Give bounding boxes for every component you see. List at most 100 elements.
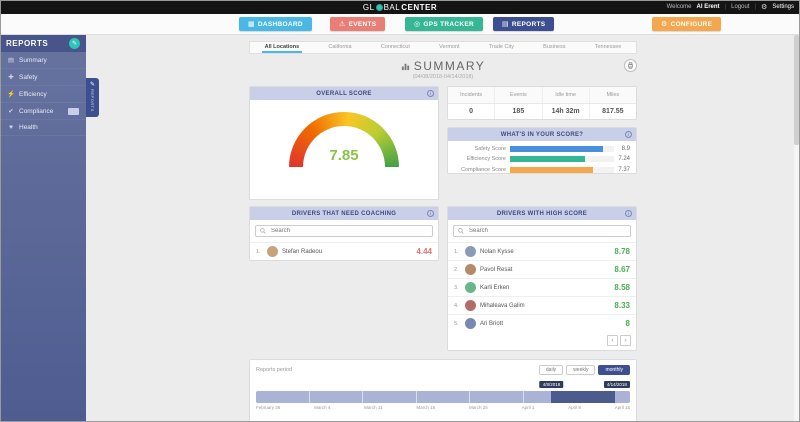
efficiency-score-value: 7.24 — [618, 156, 630, 162]
high-score-driver-row[interactable]: 3. Karli Erken 8.58 — [448, 278, 636, 296]
sidebar-item-safety[interactable]: ✚ Safety — [0, 69, 86, 86]
tab-location-2[interactable]: Connecticut — [380, 43, 410, 50]
tick-label: March 18 — [416, 405, 436, 410]
period-monthly-button[interactable]: monthly — [598, 365, 630, 375]
high-score-driver-row[interactable]: 4. Mihaleava Galim 8.33 — [448, 296, 636, 314]
info-icon[interactable]: i — [427, 90, 434, 97]
coaching-driver-row[interactable]: 1. Stefan Radeou 4.44 — [250, 242, 438, 260]
sidebar-item-compliance[interactable]: ✔ Compliance — [0, 103, 86, 120]
divider: | — [724, 4, 727, 10]
sidebar-item-efficiency[interactable]: ⚡ Efficiency — [0, 86, 86, 103]
high-score-driver-row[interactable]: 1. Nolan Kysse 8.78 — [448, 242, 636, 260]
high-score-driver-row[interactable]: 5. Ari Briott 8 — [448, 314, 636, 332]
compliance-badge — [68, 107, 79, 115]
safety-icon: ✚ — [8, 74, 14, 81]
settings-link[interactable]: Settings — [772, 4, 794, 10]
driver-score: 4.44 — [416, 247, 432, 256]
nav-dashboard-label: DASHBOARD — [257, 20, 303, 28]
warning-icon: ⚠ — [339, 21, 346, 28]
selection-start-tooltip: 4/8/2018 — [539, 381, 564, 388]
print-button[interactable] — [624, 59, 637, 72]
tick-label: April 15 — [614, 405, 630, 410]
nav-gps-tracker-button[interactable]: ◎ GPS TRACKER — [405, 17, 484, 31]
tab-location-4[interactable]: Trade City — [488, 43, 514, 50]
period-weekly-button[interactable]: weekly — [566, 365, 596, 375]
safety-score-bar — [510, 145, 614, 152]
username: Al Erent — [696, 4, 720, 10]
logout-link[interactable]: Logout — [731, 4, 750, 10]
divider: | — [754, 4, 757, 10]
driver-score: 8 — [625, 319, 630, 328]
info-icon[interactable]: i — [625, 210, 632, 217]
coaching-search-input[interactable] — [269, 227, 428, 235]
driver-avatar — [465, 318, 476, 329]
stat-value-incidents: 0 — [448, 103, 496, 119]
timeline-segment[interactable] — [310, 391, 364, 403]
high-score-pagination: ‹ › — [448, 332, 636, 350]
timeline-segment[interactable] — [470, 391, 524, 403]
info-icon[interactable]: i — [427, 210, 434, 217]
pagination-prev-button[interactable]: ‹ — [607, 335, 618, 346]
pagination-next-button[interactable]: › — [620, 335, 631, 346]
nav-gps-tracker-label: GPS TRACKER — [423, 20, 475, 28]
edit-pencil-icon[interactable]: ✎ — [69, 38, 80, 49]
driver-name: Nolan Kysse — [480, 248, 514, 255]
scrollbar-thumb[interactable] — [794, 35, 799, 145]
high-score-search-input[interactable] — [467, 227, 626, 235]
nav-reports-button[interactable]: ▤ REPORTS — [493, 17, 555, 31]
timeline-segment[interactable] — [363, 391, 417, 403]
timeline-segment[interactable] — [417, 391, 471, 403]
nav-dashboard-button[interactable]: ▦ DASHBOARD — [239, 17, 312, 31]
timeline-segment[interactable] — [256, 391, 310, 403]
high-score-search — [453, 225, 631, 237]
efficiency-score-row: Efficiency Score 7.24 — [448, 152, 636, 162]
driver-avatar — [465, 264, 476, 275]
row-index: 2. — [454, 266, 459, 273]
compliance-score-value: 7.37 — [618, 166, 630, 173]
info-icon[interactable]: i — [625, 131, 632, 138]
tab-location-6[interactable]: Tennessee — [594, 43, 622, 50]
score-breakdown-card: WHAT'S IN YOUR SCORE? i Safety Score 8.9… — [447, 127, 637, 174]
efficiency-icon: ⚡ — [7, 91, 16, 98]
reports-sidebar: REPORTS ✎ ▤ Summary ✚ Safety ⚡ Efficienc… — [0, 35, 86, 422]
driver-avatar — [267, 246, 278, 257]
driver-avatar — [465, 282, 476, 293]
nav-configure-button[interactable]: ⚙ CONFIGURE — [652, 17, 722, 31]
sidebar-title: REPORTS — [6, 39, 49, 48]
high-score-driver-row[interactable]: 2. Pavol Resat 8.67 — [448, 260, 636, 278]
sidebar-item-summary[interactable]: ▤ Summary — [0, 52, 86, 69]
timeline-tick-labels: February 26 March 4 March 11 March 18 Ma… — [256, 405, 630, 410]
row-index: 5. — [454, 320, 459, 327]
stats-card: Incidents Events Idle time Miles 0 185 1… — [447, 86, 637, 120]
tab-location-1[interactable]: California — [328, 43, 352, 50]
search-icon — [458, 228, 464, 234]
efficiency-score-label: Efficiency Score — [466, 156, 506, 162]
sidebar-header: REPORTS ✎ — [0, 35, 86, 52]
tab-all-locations[interactable]: All Locations — [261, 42, 303, 53]
period-daily-button[interactable]: daily — [538, 365, 564, 375]
driver-avatar — [465, 246, 476, 257]
tab-location-3[interactable]: Vermont — [439, 43, 460, 50]
driver-avatar — [465, 300, 476, 311]
sidebar-item-label: Health — [19, 124, 38, 131]
tab-location-5[interactable]: Business — [543, 43, 566, 50]
selection-end-tooltip: 4/14/2018 — [603, 381, 630, 388]
reports-period-label: Reports period — [256, 367, 293, 373]
gps-pin-icon: ◎ — [414, 21, 421, 28]
coaching-card: DRIVERS THAT NEED COACHING i 1. Stefan R… — [249, 206, 439, 261]
main-content: All Locations California Connecticut Ver… — [86, 35, 800, 422]
main-nav: ▦ DASHBOARD ⚠ EVENTS ◎ GPS TRACKER ▤ REP… — [0, 14, 800, 35]
sidebar-collapse-handle[interactable]: ✎ REPORTS — [86, 78, 99, 117]
compliance-score-row: Compliance Score 7.37 — [448, 162, 636, 173]
app-logo: GL BAL CENTER — [363, 3, 437, 12]
vertical-scrollbar[interactable] — [794, 35, 799, 421]
sidebar-item-health[interactable]: ♥ Health — [0, 120, 86, 136]
row-index: 4. — [454, 302, 459, 309]
row-index: 3. — [454, 284, 459, 291]
timeline-selected-range[interactable] — [551, 391, 616, 403]
configure-gear-icon: ⚙ — [661, 21, 668, 28]
sidebar-item-label: Efficiency — [19, 90, 47, 98]
compliance-icon: ✔ — [8, 108, 14, 115]
nav-events-button[interactable]: ⚠ EVENTS — [330, 17, 386, 31]
page-title: SUMMARY — [413, 59, 486, 73]
